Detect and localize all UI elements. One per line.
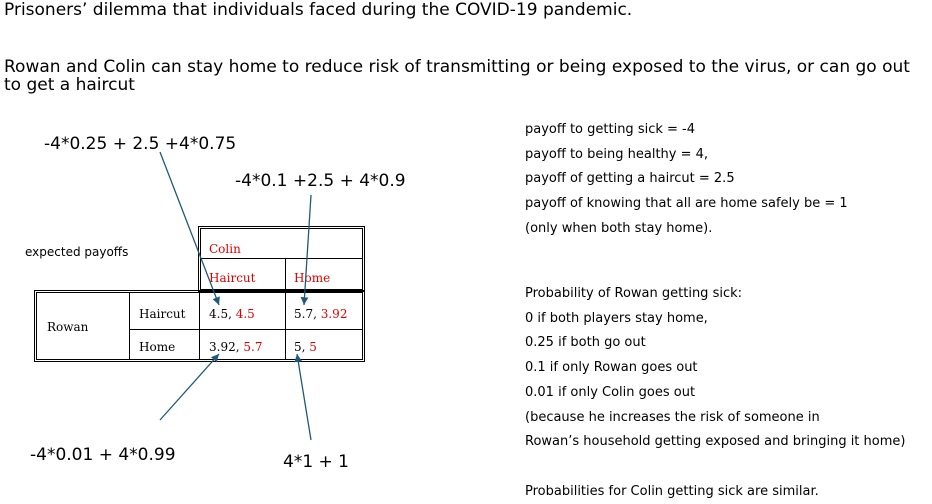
probability-item: Probability of Rowan getting sick:	[525, 286, 743, 301]
probability-item: 0.25 if both go out	[525, 335, 646, 351]
grid-h1	[130, 329, 363, 330]
rowan-payoff: 5,	[294, 340, 306, 354]
col-header-haircut: Haircut	[209, 271, 256, 285]
arrow-haircut-home	[300, 194, 312, 306]
rowan-label: Rowan	[47, 320, 89, 334]
payoff-item: payoff of getting a haircut = 2.5	[525, 171, 735, 187]
colin-header-divider	[200, 258, 363, 259]
colin-payoff: 5.7	[243, 340, 263, 354]
colin-payoff: 4.5	[235, 307, 255, 321]
probability-item: 0 if both players stay home,	[525, 310, 708, 326]
probability-item: Rowan’s household getting exposed and br…	[525, 434, 906, 450]
formula-home-haircut: -4*0.01 + 4*0.99	[30, 445, 176, 465]
cell-haircut-home: 5.7, 3.92	[294, 307, 347, 321]
payoff-definitions: payoff to getting sick = -4 payoff to be…	[525, 118, 848, 242]
payoff-item: (only when both stay home).	[525, 220, 713, 236]
cell-home-haircut: 3.92, 5.7	[209, 340, 262, 354]
payoff-grid	[34, 290, 365, 362]
cell-haircut-haircut: 4.5, 4.5	[209, 307, 255, 321]
formula-haircut-haircut: -4*0.25 + 2.5 +4*0.75	[44, 134, 237, 154]
rowan-payoff: 3.92,	[209, 340, 240, 354]
table-caption: expected payoffs	[25, 245, 129, 259]
grid-v1	[129, 292, 130, 360]
intro-text: Rowan and Colin can stay home to reduce …	[4, 57, 910, 95]
row-header-haircut: Haircut	[139, 307, 186, 321]
colin-payoff: 5	[309, 340, 317, 354]
colin-label: Colin	[209, 242, 241, 256]
probability-spacer	[525, 455, 905, 480]
rowan-payoff: 5.7,	[294, 307, 317, 321]
payoff-item: payoff of knowing that all are home safe…	[525, 196, 848, 212]
arrow-haircut-haircut	[159, 151, 220, 306]
colin-payoff: 3.92	[320, 307, 348, 321]
colin-col-divider	[285, 258, 286, 291]
probability-item: 0.01 if only Colin goes out	[525, 384, 696, 400]
grid-v3	[285, 292, 286, 360]
formula-haircut-home: -4*0.1 +2.5 + 4*0.9	[235, 171, 406, 191]
page-title: Prisoners’ dilemma that individuals face…	[4, 0, 633, 20]
cell-home-home: 5, 5	[294, 340, 317, 354]
row-header-home: Home	[139, 340, 176, 354]
formula-home-home: 4*1 + 1	[283, 452, 349, 472]
probability-item: 0.1 if only Rowan goes out	[525, 360, 698, 376]
payoff-item: payoff to getting sick = -4	[525, 122, 695, 137]
payoff-item: payoff to being healthy = 4,	[525, 146, 709, 162]
arrow-home-haircut	[159, 353, 220, 421]
rowan-payoff: 4.5,	[209, 307, 232, 321]
probability-item: Probabilities for Colin getting sick are…	[525, 483, 819, 499]
probability-list: Probability of Rowan getting sick: 0 if …	[525, 282, 905, 504]
col-header-home: Home	[294, 271, 331, 285]
arrow-home-home	[294, 353, 312, 441]
probability-item: (because he increases the risk of someon…	[525, 409, 820, 425]
grid-v2	[199, 292, 200, 360]
